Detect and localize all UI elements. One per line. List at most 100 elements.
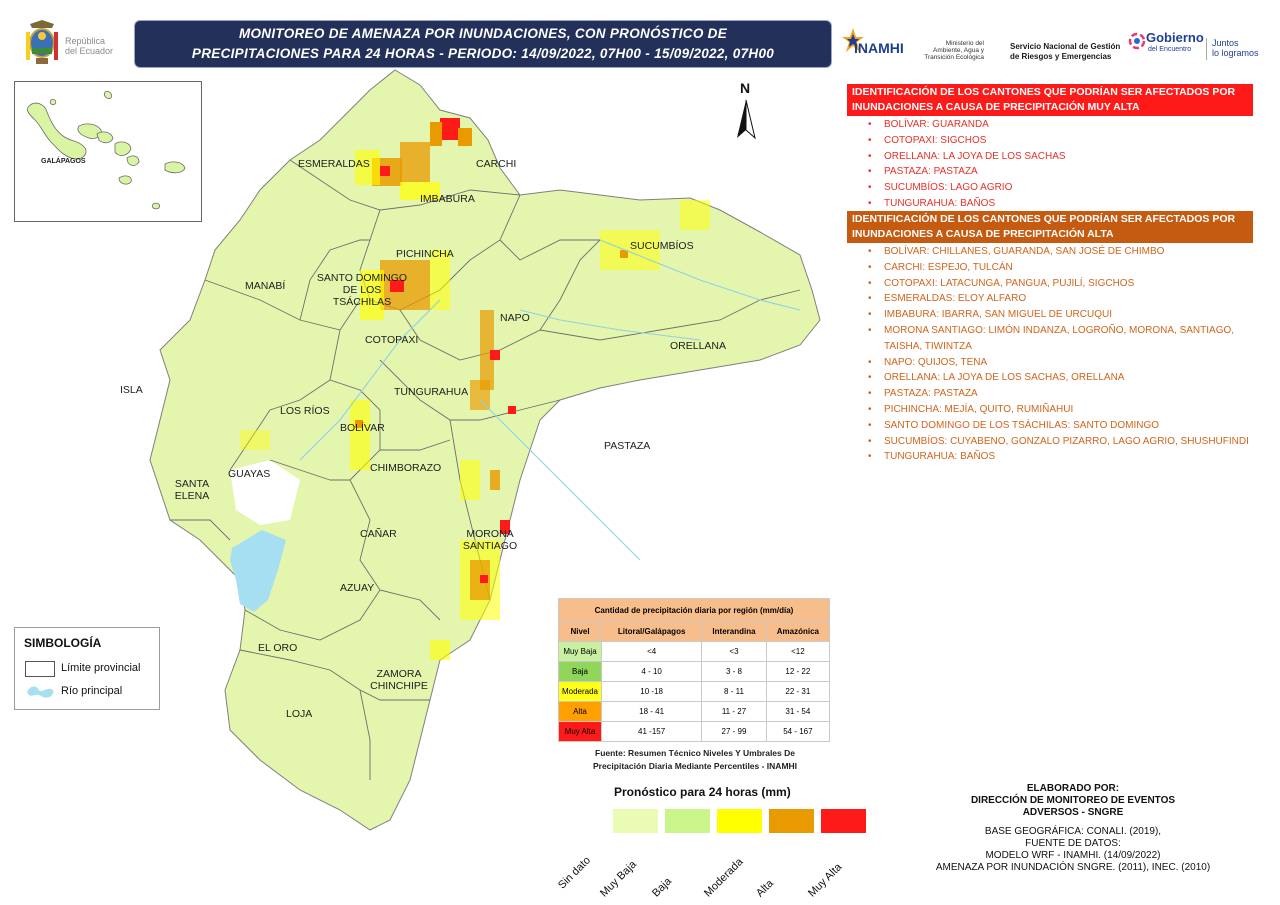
republica-ecuador-logo: República del Ecuador bbox=[20, 18, 135, 68]
interandina-cell: <3 bbox=[701, 641, 767, 662]
high-header-line-1: IDENTIFICACIÓN DE LOS CANTONES QUE PODRÍ… bbox=[852, 213, 1236, 225]
very-high-header-line-1: IDENTIFICACIÓN DE LOS CANTONES QUE PODRÍ… bbox=[852, 86, 1236, 98]
amenaza-fuente: AMENAZA POR INUNDACIÓN SNGRE. (2011), IN… bbox=[935, 862, 1211, 873]
sngre-line-2: de Riesgos y Emergencias bbox=[1010, 52, 1112, 61]
precipitation-cells bbox=[240, 118, 710, 660]
threshold-source-line-2: Precipitación Diaria Mediante Percentile… bbox=[592, 761, 798, 771]
sngre-line-1: Servicio Nacional de Gestión bbox=[1010, 42, 1121, 51]
del-ecuador-text: del Ecuador bbox=[65, 46, 114, 56]
high-header: IDENTIFICACIÓN DE LOS CANTONES QUE PODRÍ… bbox=[847, 211, 1253, 243]
forecast-swatch bbox=[821, 809, 866, 833]
galapagos-islands-icon bbox=[27, 91, 186, 210]
forecast-swatch bbox=[769, 809, 814, 833]
threshold-source-line-1: Fuente: Resumen Técnico Niveles Y Umbral… bbox=[595, 748, 795, 758]
very-high-header: IDENTIFICACIÓN DE LOS CANTONES QUE PODRÍ… bbox=[847, 84, 1253, 116]
label-santo-domingo: SANTO DOMINGO DE LOS TSÁCHILAS bbox=[310, 272, 414, 308]
threshold-source: Fuente: Resumen Técnico Niveles Y Umbral… bbox=[560, 747, 830, 773]
level-cell: Muy Alta bbox=[558, 721, 602, 742]
label-pichincha: PICHINCHA bbox=[396, 248, 454, 260]
amazonica-cell: 54 - 167 bbox=[765, 721, 831, 742]
juntos-line-1: Juntos bbox=[1212, 38, 1239, 48]
threshold-table-title: Cantidad de precipitación diaria por reg… bbox=[558, 598, 830, 622]
label-canar: CAÑAR bbox=[360, 528, 397, 540]
label-santo-domingo-line-1: SANTO DOMINGO bbox=[316, 272, 408, 284]
threshold-table-body: Muy Baja <4 <3 <12 Baja 4 - 10 3 - 8 12 - 22 Mod… bbox=[558, 641, 831, 742]
north-arrow-icon bbox=[737, 99, 756, 140]
data-sources: BASE GEOGRÁFICA: CONALI. (2019), FUENTE … bbox=[910, 826, 1236, 874]
title-line-2: PRECIPITACIONES PARA 24 HORAS - PERIODO:… bbox=[191, 46, 775, 61]
label-sucumbios: SUCUMBÍOS bbox=[630, 240, 694, 252]
label-imbabura: IMBABURA bbox=[420, 193, 475, 205]
label-morona-santiago: MORONA SANTIAGO bbox=[460, 528, 520, 552]
very-high-cantons-list: BOLÍVAR: GUARANDA COTOPAXI: SIGCHOS OREL… bbox=[868, 117, 1268, 212]
interandina-cell: 3 - 8 bbox=[701, 661, 767, 682]
label-zamora-chinchipe: ZAMORA CHINCHIPE bbox=[368, 668, 430, 692]
column-header: Amazónica bbox=[765, 621, 831, 642]
level-cell: Moderada bbox=[558, 681, 602, 702]
gobierno-swirl-icon bbox=[1128, 32, 1146, 50]
coat-of-arms-icon bbox=[26, 20, 58, 64]
del-encuentro-text: del Encuentro bbox=[1148, 46, 1192, 53]
high-header-line-2: INUNDACIONES A CAUSA DE PRECIPITACIÓN AL… bbox=[852, 228, 1114, 240]
label-carchi: CARCHI bbox=[476, 158, 517, 170]
galapagos-inset-map: GALÁPAGOS bbox=[14, 81, 202, 222]
litoral-cell: 4 - 10 bbox=[600, 661, 703, 682]
threshold-row: Moderada 10 -18 8 - 11 22 - 31 bbox=[558, 681, 831, 702]
label-pastaza: PASTAZA bbox=[604, 440, 651, 452]
litoral-cell: 10 -18 bbox=[600, 681, 703, 702]
label-esmeraldas: ESMERALDAS bbox=[298, 158, 370, 170]
threshold-row: Muy Baja <4 <3 <12 bbox=[558, 641, 831, 662]
title-line-1: MONITOREO DE AMENAZA POR INUNDACIONES, C… bbox=[238, 26, 728, 41]
label-los-rios: LOS RÍOS bbox=[280, 405, 330, 417]
north-label: N bbox=[740, 80, 751, 96]
galapagos-label: GALÁPAGOS bbox=[41, 158, 86, 165]
list-item: IMBABURA: IBARRA, SAN MIGUEL DE URCUQUI bbox=[868, 307, 1268, 323]
litoral-cell: <4 bbox=[600, 641, 703, 662]
ministerio-logo: Ministerio del Ambiente, Agua y Transici… bbox=[916, 40, 984, 61]
threshold-row: Muy Alta 41 -157 27 - 99 54 - 167 bbox=[558, 721, 831, 742]
threshold-row: Baja 4 - 10 3 - 8 12 - 22 bbox=[558, 661, 831, 682]
label-santa-elena: SANTA ELENA bbox=[172, 478, 212, 502]
label-santa-elena-line-1: SANTA bbox=[174, 478, 210, 490]
list-item: SANTO DOMINGO DE LOS TSÁCHILAS: SANTO DO… bbox=[868, 418, 1268, 434]
ministerio-line-2: Ambiente, Agua y bbox=[933, 47, 984, 54]
list-item: TUNGURAHUA: BAÑOS bbox=[868, 449, 1268, 465]
label-zamora-line-2: CHINCHIPE bbox=[370, 680, 428, 692]
base-geografica: BASE GEOGRÁFICA: CONALI. (2019), bbox=[984, 826, 1162, 837]
threshold-table: Cantidad de precipitación diaria por reg… bbox=[558, 598, 831, 742]
inamhi-logo-text: INAMHI bbox=[854, 40, 904, 56]
ministerio-line-1: Ministerio del bbox=[945, 40, 984, 47]
label-morona-line-2: SANTIAGO bbox=[462, 540, 518, 552]
list-item: ESMERALDAS: ELOY ALFARO bbox=[868, 291, 1268, 307]
amazonica-cell: 12 - 22 bbox=[765, 661, 831, 682]
list-item: CARCHI: ESPEJO, TULCÁN bbox=[868, 260, 1268, 276]
interandina-cell: 11 - 27 bbox=[701, 701, 767, 722]
amazonica-cell: <12 bbox=[765, 641, 831, 662]
list-item: BOLÍVAR: GUARANDA bbox=[868, 117, 1268, 133]
label-santa-elena-line-2: ELENA bbox=[174, 490, 210, 502]
forecast-legend-title: Pronóstico para 24 horas (mm) bbox=[614, 785, 791, 799]
label-orellana: ORELLANA bbox=[670, 340, 727, 352]
amazonica-cell: 31 - 54 bbox=[765, 701, 831, 722]
juntos-line-2: lo logramos bbox=[1212, 48, 1259, 58]
column-header: Litoral/Galápagos bbox=[600, 621, 703, 642]
main-rivers bbox=[299, 239, 801, 561]
label-guayas: GUAYAS bbox=[228, 468, 271, 480]
label-chimborazo: CHIMBORAZO bbox=[370, 462, 442, 474]
list-item: SUCUMBÍOS: LAGO AGRIO bbox=[868, 180, 1268, 196]
label-cotopaxi: COTOPAXI bbox=[365, 334, 419, 346]
no-data-zone bbox=[230, 460, 300, 525]
forecast-swatch bbox=[717, 809, 762, 833]
list-item: ORELLANA: LA JOYA DE LOS SACHAS bbox=[868, 149, 1268, 165]
level-cell: Muy Baja bbox=[558, 641, 602, 662]
label-manabi: MANABÍ bbox=[245, 280, 286, 292]
label-bolivar: BOLÍVAR bbox=[340, 422, 385, 434]
list-item: NAPO: QUIJOS, TENA bbox=[868, 355, 1268, 371]
litoral-cell: 18 - 41 bbox=[600, 701, 703, 722]
list-item: PASTAZA: PASTAZA bbox=[868, 164, 1268, 180]
forecast-swatch bbox=[613, 809, 658, 833]
list-item: BOLÍVAR: CHILLANES, GUARANDA, SAN JOSÉ D… bbox=[868, 244, 1268, 260]
column-header: Interandina bbox=[701, 621, 767, 642]
province-limit-swatch bbox=[25, 661, 55, 677]
juntos-logo: Juntos lo logramos bbox=[1212, 38, 1259, 58]
